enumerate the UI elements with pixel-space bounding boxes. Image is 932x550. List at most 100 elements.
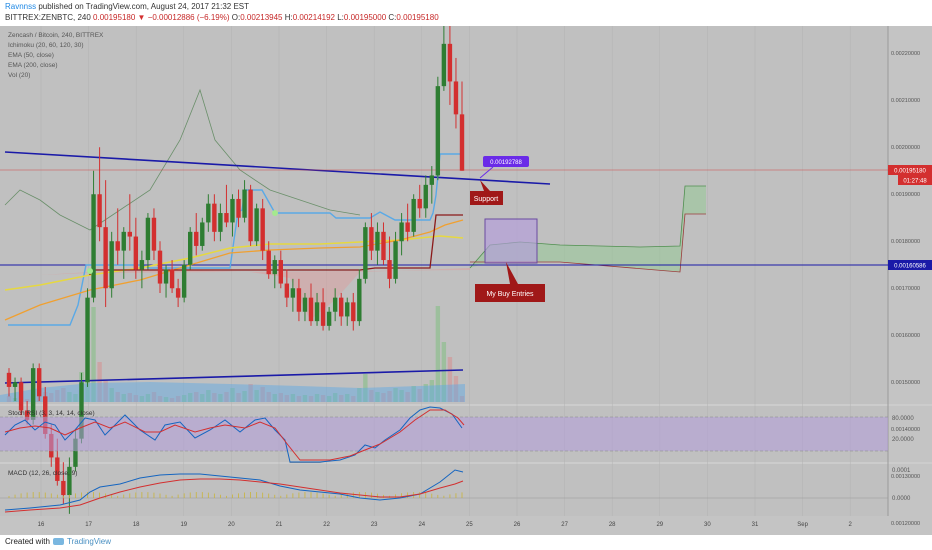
author-link[interactable]: Ravnnss: [5, 2, 37, 11]
macd-upper-value: 0.0001: [892, 468, 911, 474]
volume-bar: [441, 342, 447, 402]
time-tick-label: 28: [609, 522, 616, 528]
volume-bar: [308, 396, 314, 402]
time-tick-label: 20: [228, 522, 235, 528]
macd-label[interactable]: MACD (12, 26, close, 9): [8, 470, 77, 477]
macd-pane[interactable]: [0, 464, 888, 516]
volume-bar: [260, 387, 265, 402]
candle-body: [24, 410, 30, 420]
candle-body: [133, 236, 139, 270]
candle-body: [302, 297, 308, 312]
candle-body: [145, 217, 151, 261]
volume-bar: [326, 396, 332, 402]
volume-bar: [332, 393, 338, 402]
candle-body: [320, 302, 326, 326]
volume-bar: [224, 392, 229, 402]
volume-bar: [188, 393, 193, 402]
tradingview-logo[interactable]: TradingView: [53, 537, 111, 546]
volume-bar: [175, 396, 181, 402]
candle-body: [73, 438, 78, 467]
volume-bar: [284, 395, 290, 402]
candle-body: [314, 302, 320, 322]
price-tick-label: 0.00120000: [891, 521, 920, 527]
chikou-span-line: [4, 88, 361, 231]
price-change: −0.00012886 (−6.19%): [147, 13, 230, 22]
price-callout[interactable]: [483, 156, 529, 167]
candle-body: [127, 231, 132, 237]
created-with-text: Created with: [5, 537, 50, 546]
last-price-tag: [888, 165, 932, 175]
volume-bar: [163, 397, 169, 402]
volume-bar: [375, 392, 380, 402]
close-label: C:: [388, 13, 397, 22]
price-tick-label: 0.00190000: [891, 192, 920, 198]
volume-bar: [381, 393, 386, 402]
legend-ema50[interactable]: EMA (50, close): [8, 52, 54, 59]
support-text: Support: [474, 196, 499, 203]
time-tick-label: 29: [656, 522, 663, 528]
candle-body: [188, 231, 193, 265]
header-bar: Ravnnss published on TradingView.com, Au…: [0, 0, 932, 26]
candle-body: [248, 189, 253, 242]
down-arrow-icon: ▼: [137, 13, 146, 22]
candle-body: [18, 382, 24, 411]
candle-body: [43, 396, 48, 434]
last-price-tag-text: 0.00195180: [894, 169, 926, 175]
volume-bar: [278, 393, 283, 402]
price-axis-main[interactable]: [888, 26, 932, 404]
volume-bar: [218, 394, 223, 402]
volume-bar: [399, 390, 404, 402]
price-tick-label: 0.00140000: [891, 427, 920, 433]
time-tick-label: 16: [38, 522, 45, 528]
stoch-label[interactable]: Stoch RSI (3, 3, 14, 14, close): [8, 410, 95, 417]
candle-body: [332, 297, 338, 312]
macd-line: [4, 469, 464, 511]
legend-ema200[interactable]: EMA (200, close): [8, 62, 58, 69]
candle-body: [375, 231, 380, 251]
volume-ma-area: [0, 382, 465, 402]
volume-bar: [230, 388, 235, 402]
time-tick-label: 18: [133, 522, 140, 528]
candle-body: [453, 81, 459, 115]
candle-body: [411, 198, 416, 232]
volume-bar: [435, 306, 441, 402]
time-tick-label: 17: [85, 522, 92, 528]
candle-body: [369, 227, 374, 251]
time-tick-label: 23: [371, 522, 378, 528]
candle-body: [121, 231, 126, 251]
buy-callout[interactable]: [475, 262, 545, 302]
candle-body: [272, 260, 277, 275]
time-axis[interactable]: [0, 516, 932, 535]
candle-body: [206, 203, 211, 223]
support-callout[interactable]: [470, 180, 503, 205]
high-value: 0.00214192: [292, 13, 335, 22]
chart-area[interactable]: 0.00192788 Support My Buy Entries Zencas…: [0, 26, 932, 535]
candle-body: [175, 288, 181, 298]
volume-bar: [314, 394, 320, 402]
stoch-lower-value: 20.0000: [892, 437, 914, 443]
volume-bar: [236, 393, 241, 402]
upper-trendline[interactable]: [4, 151, 551, 185]
volume-bar: [169, 398, 175, 402]
volume-bar: [24, 399, 30, 402]
volume-bar: [103, 380, 108, 402]
candle-body: [266, 250, 271, 275]
volume-bar: [363, 374, 368, 402]
countdown-tag-text: 01:27:48: [903, 179, 927, 185]
candle-body: [459, 114, 465, 171]
legend-ichimoku[interactable]: Ichimoku (20, 60, 120, 30): [8, 42, 84, 49]
volume-bar: [405, 392, 410, 402]
cross-marker-1: [87, 268, 93, 274]
cross-marker-2: [272, 210, 278, 216]
legend-vol[interactable]: Vol (20): [8, 72, 30, 79]
time-tick-label: 26: [514, 522, 521, 528]
candle-body: [308, 297, 314, 322]
volume-bar: [109, 388, 114, 402]
volume-bar: [272, 394, 277, 402]
buy-entries-box[interactable]: [484, 218, 538, 264]
volume-bar: [49, 393, 54, 402]
symbol-info: BITTREX:ZENBTC, 240: [5, 13, 91, 22]
candle-body: [429, 175, 434, 185]
candle-body: [339, 297, 344, 317]
candle-body: [139, 260, 145, 270]
